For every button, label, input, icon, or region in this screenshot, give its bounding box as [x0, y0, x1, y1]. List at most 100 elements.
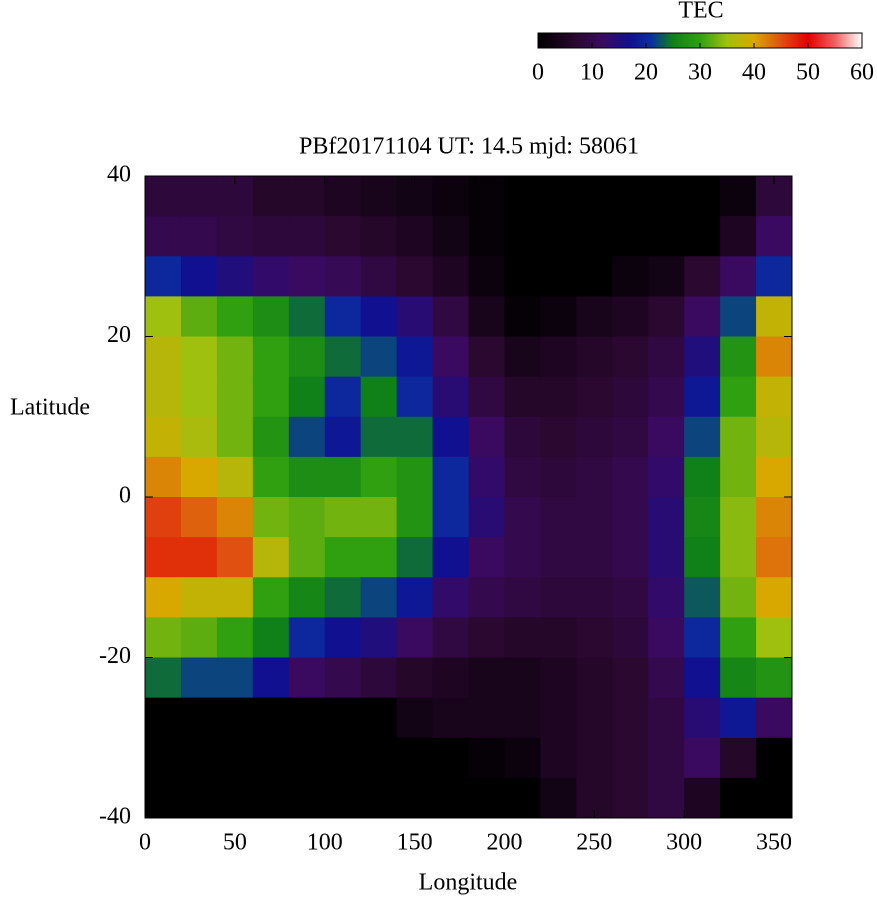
heatmap-cell — [504, 697, 541, 739]
heatmap-cell — [720, 577, 757, 618]
heatmap-cell — [468, 697, 505, 739]
heatmap-cell — [432, 456, 469, 498]
heatmap-cell — [648, 777, 685, 819]
heatmap-cell — [145, 777, 182, 819]
heatmap-cell — [324, 657, 362, 699]
heatmap-cell — [432, 296, 469, 337]
heatmap-cell — [612, 176, 649, 217]
heatmap-cell — [396, 617, 434, 658]
x-tick-label: 100 — [307, 830, 343, 856]
colorbar-tick-label: 10 — [580, 60, 604, 86]
heatmap-cell — [468, 497, 505, 538]
heatmap-cell — [468, 416, 505, 458]
heatmap-cell — [216, 456, 254, 498]
colorbar-tick-label: 20 — [634, 60, 658, 86]
heatmap-cell — [684, 456, 721, 498]
colorbar-tick-label: 0 — [532, 60, 544, 86]
heatmap-cell — [180, 617, 218, 658]
heatmap-cell — [648, 737, 685, 779]
heatmap-cell — [252, 296, 290, 337]
heatmap-cell — [252, 617, 290, 658]
heatmap-cell — [720, 416, 757, 458]
heatmap-cell — [145, 617, 182, 658]
heatmap-cell — [612, 376, 649, 418]
heatmap-cell — [180, 737, 218, 779]
heatmap-cell — [612, 697, 649, 739]
heatmap-cell — [288, 216, 326, 257]
heatmap-cell — [540, 456, 577, 498]
heatmap-cell — [504, 296, 541, 337]
heatmap-cell — [504, 777, 541, 819]
heatmap-cell — [288, 537, 326, 578]
heatmap-cell — [288, 296, 326, 337]
heatmap-cell — [324, 577, 362, 618]
heatmap-cell — [360, 577, 398, 618]
heatmap-cell — [396, 216, 434, 257]
heatmap-cell — [720, 617, 757, 658]
heatmap-cell — [720, 176, 757, 217]
heatmap-cell — [576, 416, 613, 458]
heatmap-cell — [468, 737, 505, 779]
heatmap-cell — [756, 497, 793, 538]
heatmap-cell — [360, 697, 398, 739]
heatmap-cell — [612, 577, 649, 618]
heatmap-cell — [756, 657, 793, 699]
heatmap-cell — [216, 416, 254, 458]
heatmap-cell — [684, 537, 721, 578]
heatmap-cell — [468, 296, 505, 337]
heatmap-cell — [216, 737, 254, 779]
heatmap-cell — [468, 657, 505, 699]
heatmap-cell — [324, 336, 362, 378]
heatmap-cell — [540, 256, 577, 297]
heatmap-cell — [288, 777, 326, 819]
heatmap-cell — [720, 336, 757, 378]
heatmap-cell — [648, 456, 685, 498]
heatmap-cell — [684, 296, 721, 337]
y-tick-label: 20 — [107, 322, 131, 348]
heatmap-cell — [360, 737, 398, 779]
heatmap-cell — [756, 376, 793, 418]
heatmap-cell — [756, 577, 793, 618]
heatmap-cell — [324, 537, 362, 578]
heatmap-cell — [648, 617, 685, 658]
heatmap-cell — [432, 216, 469, 257]
heatmap-cell — [576, 376, 613, 418]
heatmap-cell — [216, 296, 254, 337]
heatmap-cell — [612, 336, 649, 378]
heatmap-cell — [360, 617, 398, 658]
heatmap-cell — [216, 336, 254, 378]
heatmap-cell — [612, 537, 649, 578]
heatmap-cell — [720, 777, 757, 819]
heatmap-cell — [468, 176, 505, 217]
heatmap-cell — [684, 497, 721, 538]
heatmap-cell — [540, 416, 577, 458]
heatmap-cell — [576, 657, 613, 699]
heatmap-cell — [648, 577, 685, 618]
x-tick-label: 150 — [397, 830, 433, 856]
heatmap-cell — [288, 497, 326, 538]
heatmap-cell — [180, 577, 218, 618]
heatmap-cell — [145, 456, 182, 498]
heatmap-cell — [360, 176, 398, 217]
heatmap-cell — [756, 416, 793, 458]
heatmap-cell — [576, 256, 613, 297]
colorbar-label: TEC — [678, 0, 723, 24]
heatmap-cell — [648, 216, 685, 257]
x-tick-label: 250 — [576, 830, 612, 856]
heatmap-cell — [252, 416, 290, 458]
colorbar-tick-label: 40 — [742, 60, 766, 86]
chart-title: PBf20171104 UT: 14.5 mjd: 58061 — [299, 134, 639, 160]
heatmap-cell — [180, 176, 218, 217]
heatmap-cell — [180, 416, 218, 458]
heatmap-cell — [684, 336, 721, 378]
heatmap-cell — [648, 497, 685, 538]
heatmap-cell — [288, 176, 326, 217]
heatmap-cell — [324, 777, 362, 819]
heatmap-cell — [432, 537, 469, 578]
heatmap-cell — [468, 256, 505, 297]
heatmap-cell — [576, 617, 613, 658]
heatmap-cell — [576, 537, 613, 578]
heatmap-cell — [720, 537, 757, 578]
heatmap-cell — [145, 577, 182, 618]
heatmap-cell — [396, 296, 434, 337]
